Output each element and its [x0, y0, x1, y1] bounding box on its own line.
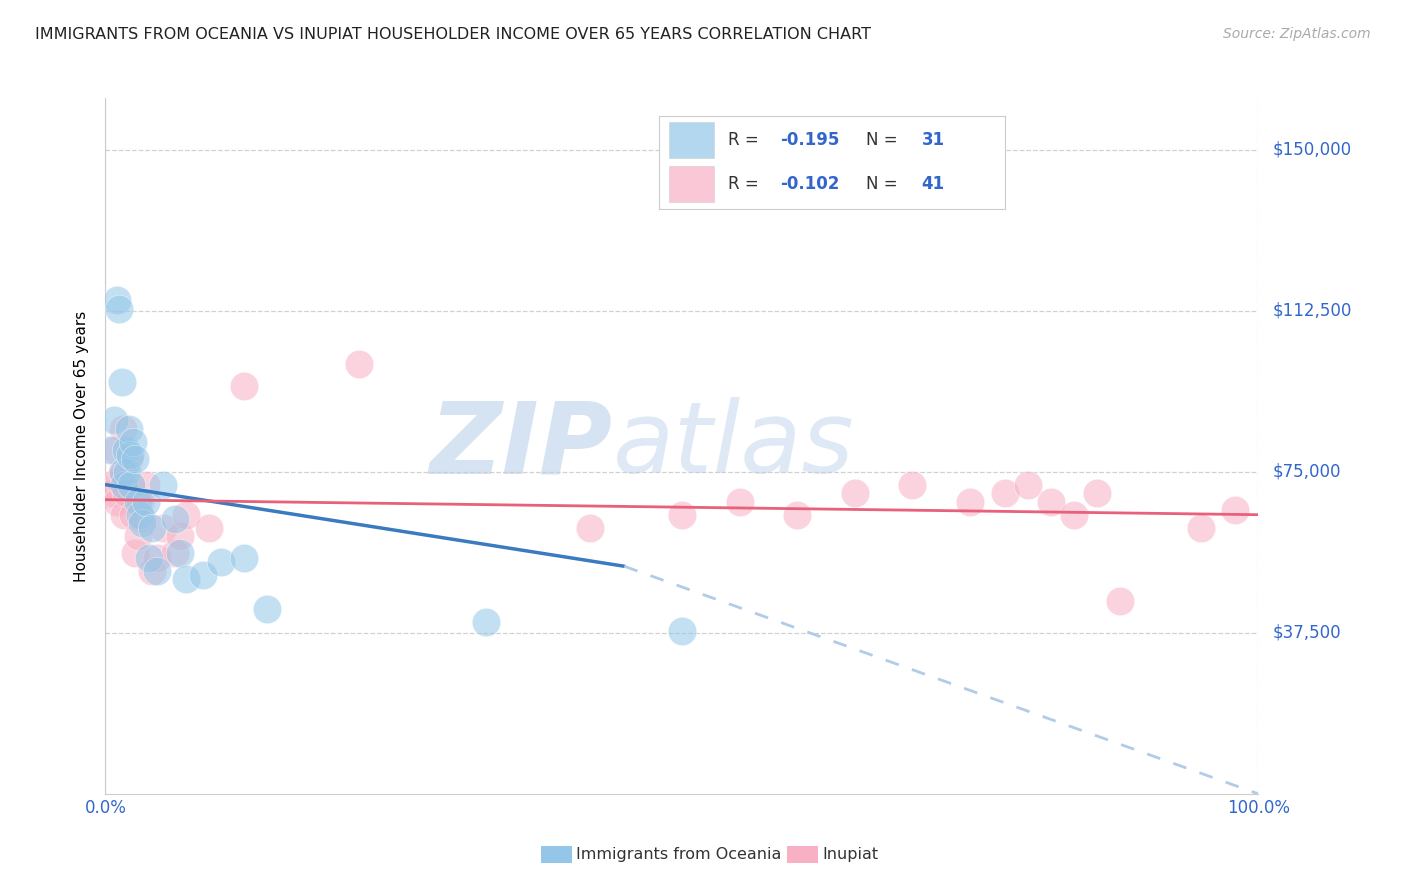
Point	[959, 495, 981, 509]
Point	[131, 512, 153, 526]
Text: -0.195: -0.195	[780, 131, 839, 149]
Point	[786, 508, 808, 522]
Point	[135, 477, 157, 491]
Point	[120, 477, 142, 491]
Point	[129, 508, 152, 522]
Point	[127, 495, 149, 509]
Text: Immigrants from Oceania: Immigrants from Oceania	[576, 847, 782, 862]
Point	[135, 495, 157, 509]
Point	[163, 512, 186, 526]
Point	[98, 443, 121, 458]
Y-axis label: Householder Income Over 65 years: Householder Income Over 65 years	[75, 310, 90, 582]
Point	[110, 465, 132, 479]
Point	[127, 529, 149, 543]
Point	[111, 422, 134, 436]
Point	[209, 555, 232, 569]
Point	[104, 443, 127, 458]
Text: $150,000: $150,000	[1272, 141, 1351, 159]
Point	[111, 465, 134, 479]
Point	[105, 293, 128, 307]
Point	[124, 546, 146, 560]
Point	[146, 564, 169, 578]
Point	[193, 567, 215, 582]
Point	[117, 422, 139, 436]
Point	[347, 358, 370, 372]
Text: IMMIGRANTS FROM OCEANIA VS INUPIAT HOUSEHOLDER INCOME OVER 65 YEARS CORRELATION : IMMIGRANTS FROM OCEANIA VS INUPIAT HOUSE…	[35, 27, 872, 42]
Text: $112,500: $112,500	[1272, 301, 1351, 319]
Point	[108, 301, 131, 316]
Point	[1085, 486, 1108, 500]
Point	[152, 520, 174, 534]
Point	[115, 443, 138, 458]
Point	[117, 451, 139, 466]
Text: Inupiat: Inupiat	[823, 847, 879, 862]
Text: atlas: atlas	[613, 398, 855, 494]
Point	[115, 486, 138, 500]
Text: N =: N =	[866, 131, 903, 149]
Text: $37,500: $37,500	[1272, 624, 1341, 642]
Point	[578, 520, 600, 534]
Point	[1109, 593, 1132, 607]
Point	[112, 508, 135, 522]
Text: N =: N =	[866, 175, 903, 193]
Point	[1189, 520, 1212, 534]
Point	[141, 520, 163, 534]
Text: R =: R =	[728, 131, 763, 149]
Point	[120, 477, 142, 491]
Text: Source: ZipAtlas.com: Source: ZipAtlas.com	[1223, 27, 1371, 41]
Point	[146, 550, 169, 565]
Point	[163, 546, 186, 560]
Point	[117, 465, 139, 479]
Point	[844, 486, 866, 500]
Point	[671, 508, 693, 522]
Point	[122, 434, 145, 449]
Point	[1063, 508, 1085, 522]
Point	[994, 486, 1017, 500]
Point	[101, 486, 124, 500]
Text: ZIP: ZIP	[430, 398, 613, 494]
Point	[112, 477, 135, 491]
Point	[1225, 503, 1247, 517]
Point	[232, 550, 254, 565]
Point	[108, 474, 131, 488]
Point	[141, 564, 163, 578]
Text: 41: 41	[922, 175, 945, 193]
Point	[475, 615, 498, 629]
Point	[169, 529, 191, 543]
Point	[256, 602, 278, 616]
Point	[232, 379, 254, 393]
Point	[174, 572, 197, 586]
Text: -0.102: -0.102	[780, 175, 839, 193]
FancyBboxPatch shape	[669, 166, 714, 202]
Text: 31: 31	[922, 131, 945, 149]
Point	[198, 520, 221, 534]
Point	[174, 508, 197, 522]
Point	[671, 624, 693, 638]
Point	[1017, 477, 1039, 491]
Point	[129, 495, 152, 509]
Point	[901, 477, 924, 491]
FancyBboxPatch shape	[669, 122, 714, 158]
Point	[105, 495, 128, 509]
Point	[118, 448, 141, 462]
Point	[103, 413, 125, 427]
Point	[728, 495, 751, 509]
Point	[122, 508, 145, 522]
Point	[110, 375, 132, 389]
Text: $75,000: $75,000	[1272, 463, 1341, 481]
Point	[152, 477, 174, 491]
Text: R =: R =	[728, 175, 763, 193]
Point	[138, 550, 160, 565]
Point	[98, 477, 121, 491]
Point	[1039, 495, 1062, 509]
Point	[169, 546, 191, 560]
Point	[131, 516, 153, 531]
Point	[124, 451, 146, 466]
